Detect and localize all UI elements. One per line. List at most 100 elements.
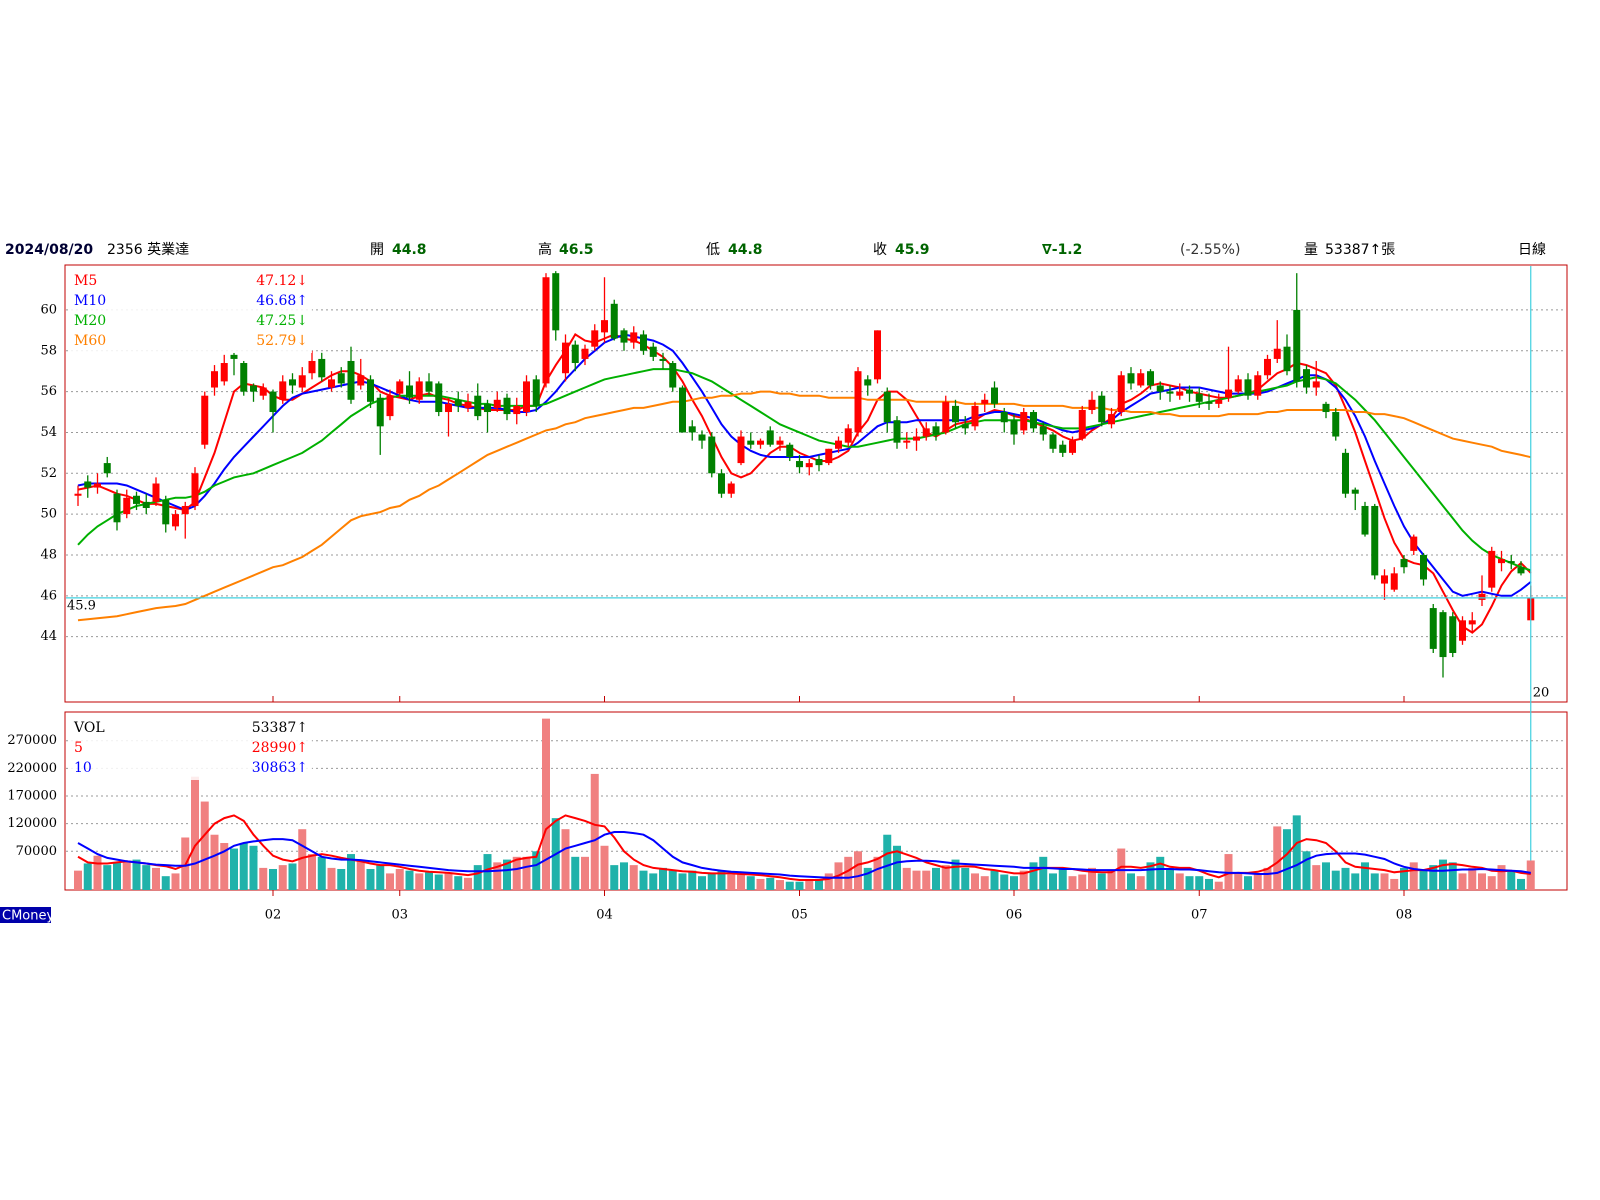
- volume-bar: [366, 868, 375, 890]
- y-tick-label: 46: [40, 588, 57, 603]
- volume-bar: [532, 851, 541, 890]
- y-tick-label: 120000: [7, 816, 57, 831]
- volume-bar: [902, 867, 911, 890]
- candle-body: [942, 401, 950, 433]
- candle-body: [1332, 412, 1340, 437]
- candle-body: [825, 448, 833, 464]
- volume-bar: [1039, 856, 1048, 890]
- legend-name: 5: [74, 740, 83, 756]
- candle-body: [142, 501, 150, 509]
- candle-body: [601, 320, 608, 333]
- candle-body: [1371, 505, 1379, 576]
- legend-value: 52.79↓: [256, 333, 308, 349]
- volume-bar: [356, 859, 365, 890]
- close: 45.9: [895, 242, 930, 258]
- volume-bar: [503, 859, 511, 890]
- candle-body: [571, 344, 579, 364]
- candle-body: [318, 358, 326, 378]
- candle-body: [591, 330, 599, 347]
- candle-body: [688, 426, 696, 433]
- candle-body: [864, 379, 872, 386]
- candle-body: [523, 381, 530, 413]
- candle-body: [766, 430, 774, 445]
- legend-box: [68, 718, 312, 780]
- volume-bar: [941, 865, 950, 890]
- candle-body: [708, 436, 716, 474]
- candle-body: [308, 360, 316, 374]
- high: 46.5: [559, 242, 594, 258]
- volume-bar: [1507, 870, 1516, 890]
- candle-body: [133, 495, 140, 504]
- volume-bar: [1429, 865, 1438, 890]
- candle-body: [113, 493, 121, 523]
- candle-body: [640, 334, 647, 351]
- candle-body: [1108, 414, 1115, 425]
- volume-bar: [795, 881, 804, 890]
- volume-bar: [668, 870, 677, 890]
- volume-bar: [756, 878, 765, 890]
- candle-body: [679, 387, 686, 433]
- candle-body: [1020, 412, 1028, 431]
- candle-body: [903, 440, 911, 443]
- volume-bar: [1127, 873, 1135, 890]
- volume-bar: [473, 865, 482, 890]
- candle-body: [1478, 593, 1486, 600]
- candle-body: [1215, 399, 1223, 404]
- volume-bar: [1302, 851, 1311, 890]
- period: 日線: [1518, 242, 1546, 258]
- candle-body: [1390, 573, 1398, 590]
- volume-bar: [1214, 881, 1223, 890]
- volume-bar: [1409, 862, 1418, 890]
- stock: 2356 英業達: [107, 241, 189, 258]
- change: ∇-1.2: [1042, 242, 1082, 258]
- volume-bar: [512, 856, 521, 890]
- volume-bar: [327, 867, 336, 890]
- volume-bar: [1517, 878, 1525, 890]
- candle-body: [172, 514, 179, 527]
- candle-body: [1273, 348, 1281, 359]
- volume-bar: [93, 855, 102, 890]
- x-tick-label: 03: [391, 908, 408, 923]
- volume-bar: [1487, 876, 1496, 890]
- candle-body: [191, 473, 199, 506]
- candle-body: [562, 342, 569, 374]
- candle-body: [454, 399, 462, 406]
- y-tick-label: 220000: [7, 761, 57, 776]
- volume-bar: [239, 843, 248, 890]
- date: 2024/08/20: [5, 242, 93, 258]
- volume-bar: [1478, 873, 1486, 890]
- candle-body: [1468, 620, 1476, 625]
- volume-bar: [1351, 873, 1360, 890]
- volume-bar: [766, 877, 775, 890]
- y-tick-label: 52: [40, 466, 57, 481]
- volume-bar: [142, 865, 151, 890]
- close-line-label: 45.9: [67, 598, 96, 613]
- candle-body: [162, 499, 170, 525]
- close-label: 收: [873, 242, 887, 258]
- candle-body: [84, 481, 92, 488]
- candle-body: [581, 348, 589, 359]
- volume-bar: [883, 834, 892, 890]
- y-tick-label: 58: [40, 343, 57, 358]
- y-tick-label: 70000: [16, 844, 57, 859]
- candle-body: [1264, 358, 1271, 376]
- volume-bar: [191, 776, 199, 890]
- candle-body: [649, 346, 657, 357]
- x-tick-label: 04: [596, 908, 613, 923]
- volume-bar: [1088, 867, 1096, 890]
- y-tick-label: 50: [40, 507, 57, 522]
- volume-bar: [230, 848, 238, 890]
- candle-body: [123, 497, 131, 515]
- candle-body: [289, 379, 296, 386]
- candle-body: [659, 358, 667, 361]
- candle-body: [922, 428, 930, 437]
- volume-bar: [1068, 876, 1077, 890]
- legend-value: 53387↑: [252, 720, 308, 736]
- candle-body: [893, 420, 901, 443]
- date-label: 20: [1533, 686, 1550, 701]
- candle-body: [1186, 389, 1193, 394]
- x-tick-label: 06: [1006, 908, 1023, 923]
- volume-bar: [210, 834, 219, 890]
